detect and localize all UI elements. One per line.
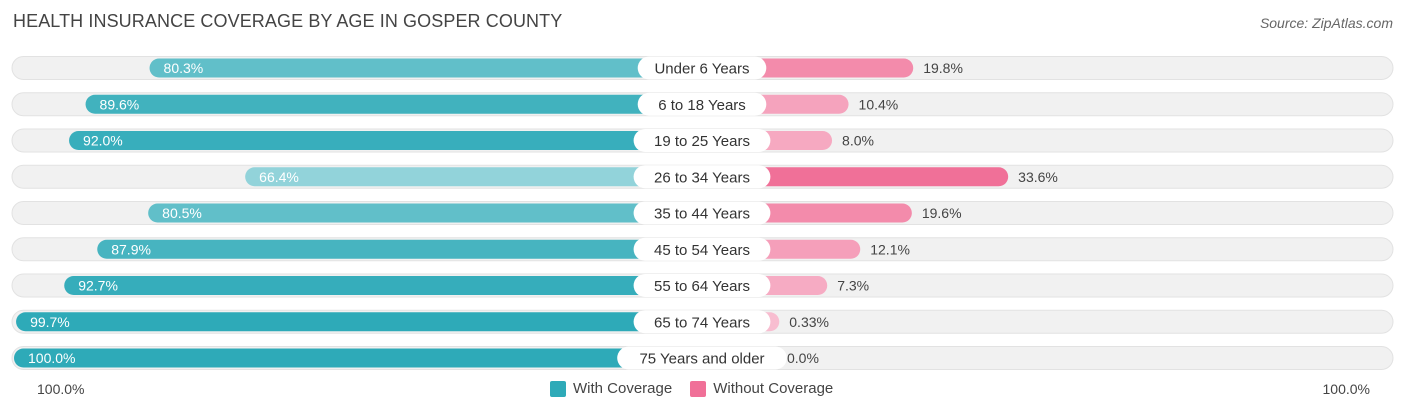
value-label-with-coverage: 89.6% <box>100 96 140 112</box>
category-pill <box>633 201 771 225</box>
legend-swatch-with-coverage <box>550 380 566 397</box>
bar-with-coverage <box>149 58 712 78</box>
category-label: Under 6 Years <box>654 61 749 78</box>
chart-title: HEALTH INSURANCE COVERAGE BY AGE IN GOSP… <box>13 11 563 31</box>
bar-with-coverage <box>64 276 712 295</box>
bar-with-coverage <box>85 94 712 114</box>
legend-swatch-without-coverage <box>690 380 707 397</box>
value-label-without-coverage: 12.1% <box>870 241 910 257</box>
bar-with-coverage <box>16 312 712 332</box>
category-pill <box>633 237 771 261</box>
legend: With Coverage Without Coverage <box>550 380 851 397</box>
legend-label-without-coverage: Without Coverage <box>713 380 834 397</box>
category-label: 45 to 54 Years <box>654 242 750 259</box>
category-pill <box>617 346 787 370</box>
value-label-without-coverage: 0.0% <box>787 350 819 366</box>
value-label-without-coverage: 0.33% <box>789 314 829 330</box>
axis-right-label: 100.0% <box>1322 381 1370 397</box>
category-pill <box>633 274 771 297</box>
category-label: 65 to 74 Years <box>654 314 750 331</box>
bar-with-coverage <box>97 239 713 259</box>
category-label: 75 Years and older <box>639 351 764 368</box>
bar-with-coverage <box>14 348 712 368</box>
category-pill <box>637 92 767 116</box>
value-label-without-coverage: 7.3% <box>837 278 869 294</box>
bar-with-coverage <box>69 131 713 150</box>
value-label-without-coverage: 10.4% <box>859 96 899 112</box>
value-label-with-coverage: 80.3% <box>164 60 204 76</box>
value-label-without-coverage: 33.6% <box>1018 169 1058 185</box>
category-pill <box>633 310 771 334</box>
category-pill <box>633 129 771 152</box>
value-label-with-coverage: 87.9% <box>111 241 151 257</box>
legend-item-without-coverage: Without Coverage <box>690 380 833 397</box>
bar-with-coverage <box>245 167 712 187</box>
value-label-with-coverage: 66.4% <box>259 169 299 185</box>
value-label-with-coverage: 99.7% <box>30 314 70 330</box>
legend-item-with-coverage: With Coverage <box>550 380 672 397</box>
value-label-with-coverage: 92.0% <box>83 133 123 149</box>
value-label-without-coverage: 19.8% <box>923 60 963 76</box>
source-label: Source: ZipAtlas.com <box>1259 15 1393 31</box>
bar-without-coverage <box>692 167 1009 187</box>
value-label-with-coverage: 92.7% <box>78 278 118 294</box>
category-label: 26 to 34 Years <box>654 169 750 186</box>
category-label: 35 to 44 Years <box>654 206 750 223</box>
axis-left-label: 100.0% <box>37 381 85 397</box>
category-label: 19 to 25 Years <box>654 133 750 150</box>
value-label-without-coverage: 8.0% <box>842 133 874 149</box>
category-pill <box>633 165 771 189</box>
category-label: 55 to 64 Years <box>654 278 750 295</box>
legend-label-with-coverage: With Coverage <box>573 380 673 397</box>
value-label-with-coverage: 100.0% <box>28 350 75 366</box>
bar-with-coverage <box>148 203 712 223</box>
category-label: 6 to 18 Years <box>658 97 746 114</box>
value-label-with-coverage: 80.5% <box>162 205 202 221</box>
value-label-without-coverage: 19.6% <box>922 205 962 221</box>
category-pill <box>637 56 767 80</box>
